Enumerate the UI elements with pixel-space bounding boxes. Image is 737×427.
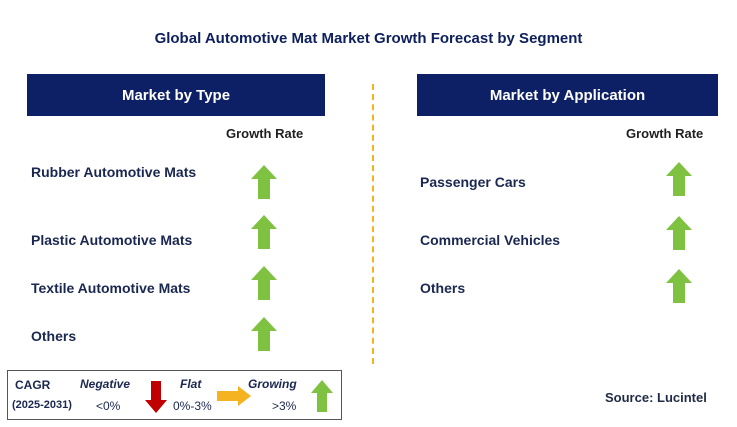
type-item-rubber: Rubber Automotive Mats	[31, 164, 197, 180]
type-item-plastic: Plastic Automotive Mats	[31, 232, 193, 248]
panel-divider	[372, 84, 374, 364]
legend-growing-label: Growing	[248, 377, 297, 391]
legend-flat-label: Flat	[180, 377, 202, 391]
type-growth-rate-label: Growth Rate	[226, 126, 304, 141]
legend-up-arrow-icon	[311, 380, 333, 412]
application-item-commercial-vehicles: Commercial Vehicles	[420, 232, 561, 248]
cagr-legend: CAGR (2025-2031) Negative <0% Flat 0%-3%…	[7, 370, 342, 420]
legend-negative-range: <0%	[96, 399, 121, 413]
type-rubber-up-arrow-icon	[251, 165, 277, 199]
application-passenger-up-arrow-icon	[666, 162, 692, 196]
application-growth-rate-label: Growth Rate	[626, 126, 704, 141]
legend-right-arrow-icon	[217, 386, 251, 406]
type-textile-up-arrow-icon	[251, 266, 277, 300]
legend-cagr-label: CAGR	[15, 378, 51, 392]
chart-title: Global Automotive Mat Market Growth Fore…	[154, 30, 583, 47]
legend-period: (2025-2031)	[12, 399, 72, 411]
application-item-others: Others	[420, 280, 466, 296]
type-item-textile: Textile Automotive Mats	[31, 280, 191, 296]
type-item-others: Others	[31, 328, 77, 344]
legend-growing-range: >3%	[272, 399, 297, 413]
application-others-up-arrow-icon	[666, 269, 692, 303]
source-note: Source: Lucintel	[605, 390, 707, 405]
type-others-up-arrow-icon	[251, 317, 277, 351]
legend-flat-range: 0%-3%	[173, 399, 212, 413]
legend-negative-label: Negative	[80, 377, 131, 391]
type-panel-header: Market by Type	[27, 74, 325, 116]
type-plastic-up-arrow-icon	[251, 215, 277, 249]
application-commercial-up-arrow-icon	[666, 216, 692, 250]
application-item-passenger-cars: Passenger Cars	[420, 174, 526, 190]
legend-down-arrow-icon	[145, 381, 167, 413]
application-panel-header: Market by Application	[417, 74, 718, 116]
